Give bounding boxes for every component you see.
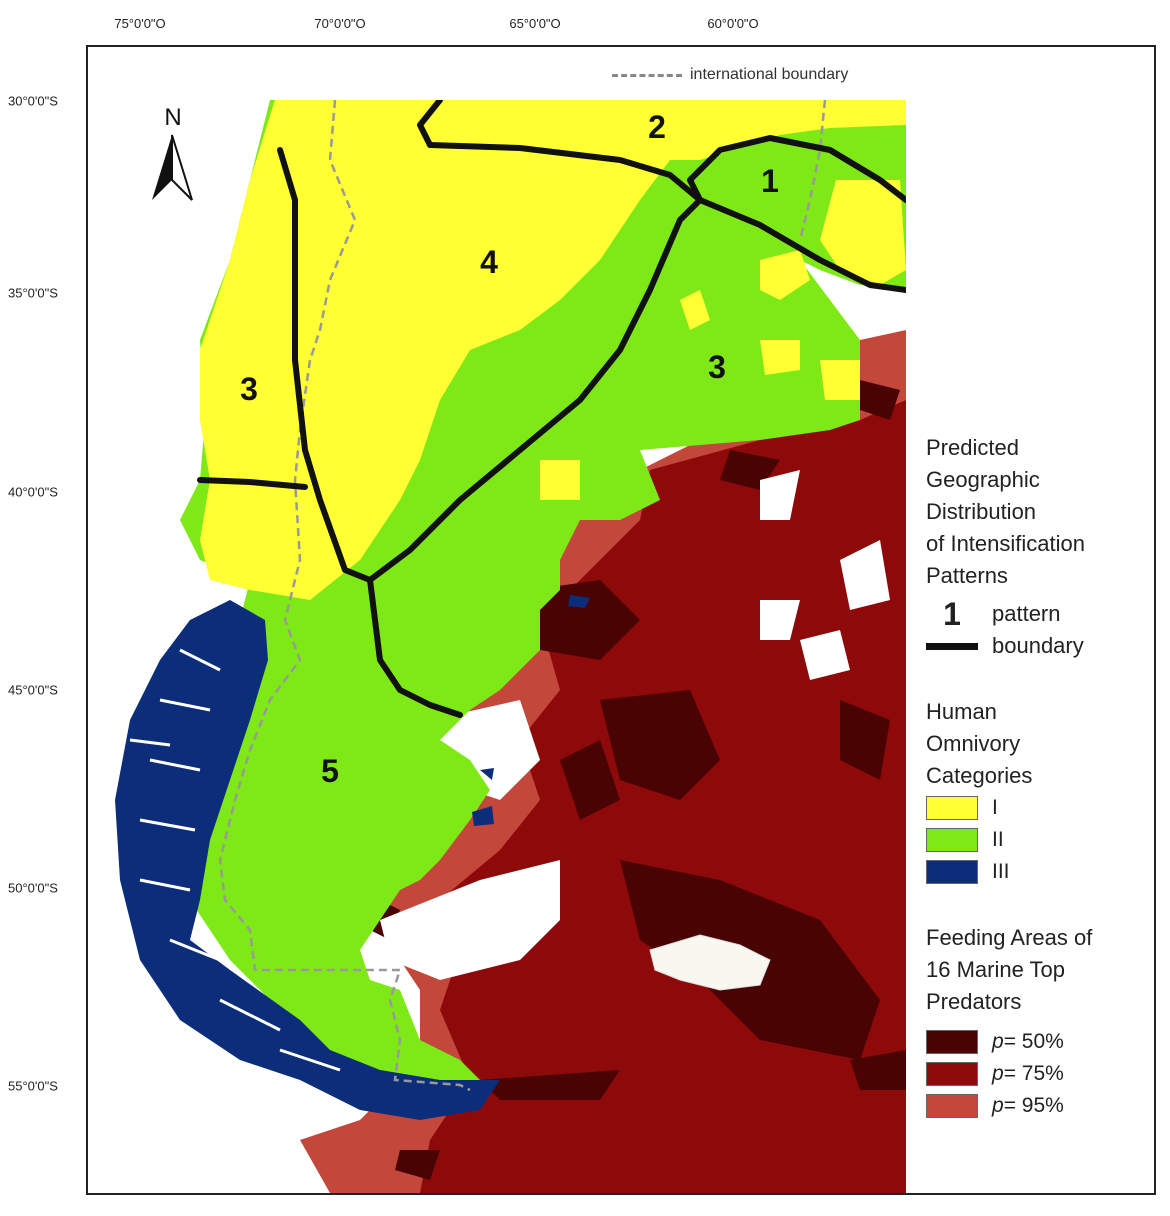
feeding-title-line: Feeding Areas of: [926, 925, 1093, 950]
omnivory-legend: Human Omnivory Categories I II III: [926, 696, 1032, 888]
pattern-boundaries: [197, 100, 906, 718]
lat-tick-40: 40°0'0"S: [8, 484, 58, 500]
region-label-3-east: 3: [708, 349, 726, 385]
legend-title: Predicted Geographic Distribution of Int…: [926, 432, 1085, 592]
legend-title-line: Distribution: [926, 499, 1037, 524]
lat-tick-45: 45°0'0"S: [8, 682, 58, 698]
swatch-category-iii: [926, 860, 978, 884]
lat-tick-35: 35°0'0"S: [8, 285, 58, 301]
feeding-95-label: p= 95%: [992, 1094, 1064, 1117]
region-label-5: 5: [321, 753, 339, 789]
swatch-category-ii: [926, 828, 978, 852]
region-label-4: 4: [480, 244, 498, 280]
dashed-line-icon: [612, 73, 682, 77]
feeding-area-50: [370, 380, 906, 1180]
region-label-3-west: 3: [240, 371, 258, 407]
lon-tick-60: 60°0'0"O: [707, 16, 759, 31]
legend-title-line: Geographic: [926, 467, 1040, 492]
boundary-line-icon: [926, 642, 978, 650]
international-boundary-line: [218, 100, 827, 1092]
omnivory-title-line: Omnivory: [926, 731, 1021, 756]
international-boundary-label: international boundary: [690, 66, 849, 83]
swatch-feeding-50: [926, 1030, 978, 1054]
pattern-legend: 1 pattern boundary: [926, 598, 1084, 662]
region-label-2: 2: [648, 109, 666, 145]
feeding-title-line: 16 Marine Top: [926, 957, 1066, 982]
category-iii-label: III: [992, 860, 1010, 883]
omnivory-title-line: Categories: [926, 763, 1033, 788]
lon-tick-70: 70°0'0"O: [314, 16, 366, 31]
swatch-category-i: [926, 796, 978, 820]
category-i-label: I: [992, 796, 998, 819]
pattern-number: 1: [943, 596, 961, 632]
legend-title-line: Patterns: [926, 563, 1008, 588]
international-boundary-legend: international boundary: [612, 66, 848, 84]
map-frame: [86, 45, 1156, 1195]
legend-title-line: of Intensification: [926, 531, 1085, 556]
land-category-iii: [115, 600, 500, 1120]
lon-tick-65: 65°0'0"O: [509, 16, 561, 31]
swatch-feeding-95: [926, 1094, 978, 1118]
omnivory-title-line: Human: [926, 699, 997, 724]
region-label-1: 1: [761, 163, 779, 199]
north-label: N: [164, 104, 181, 131]
boundary-label: boundary: [992, 633, 1084, 658]
land-category-i: [200, 100, 906, 600]
north-arrow-icon: N: [152, 104, 193, 201]
swatch-feeding-75: [926, 1062, 978, 1086]
pattern-label: pattern: [992, 601, 1061, 626]
lat-tick-55: 55°0'0"S: [8, 1078, 58, 1094]
feeding-title-line: Predators: [926, 989, 1022, 1014]
feeding-50-label: p= 50%: [992, 1030, 1064, 1053]
lat-tick-50: 50°0'0"S: [8, 880, 58, 896]
lon-tick-75: 75°0'0"O: [114, 16, 166, 31]
legend-title-line: Predicted: [926, 435, 1019, 460]
lat-tick-30: 30°0'0"S: [8, 93, 58, 109]
feeding-legend: Feeding Areas of 16 Marine Top Predators…: [926, 922, 1092, 1122]
feeding-75-label: p= 75%: [992, 1062, 1064, 1085]
category-ii-label: II: [992, 828, 1004, 851]
falkland-islands: [649, 934, 771, 991]
